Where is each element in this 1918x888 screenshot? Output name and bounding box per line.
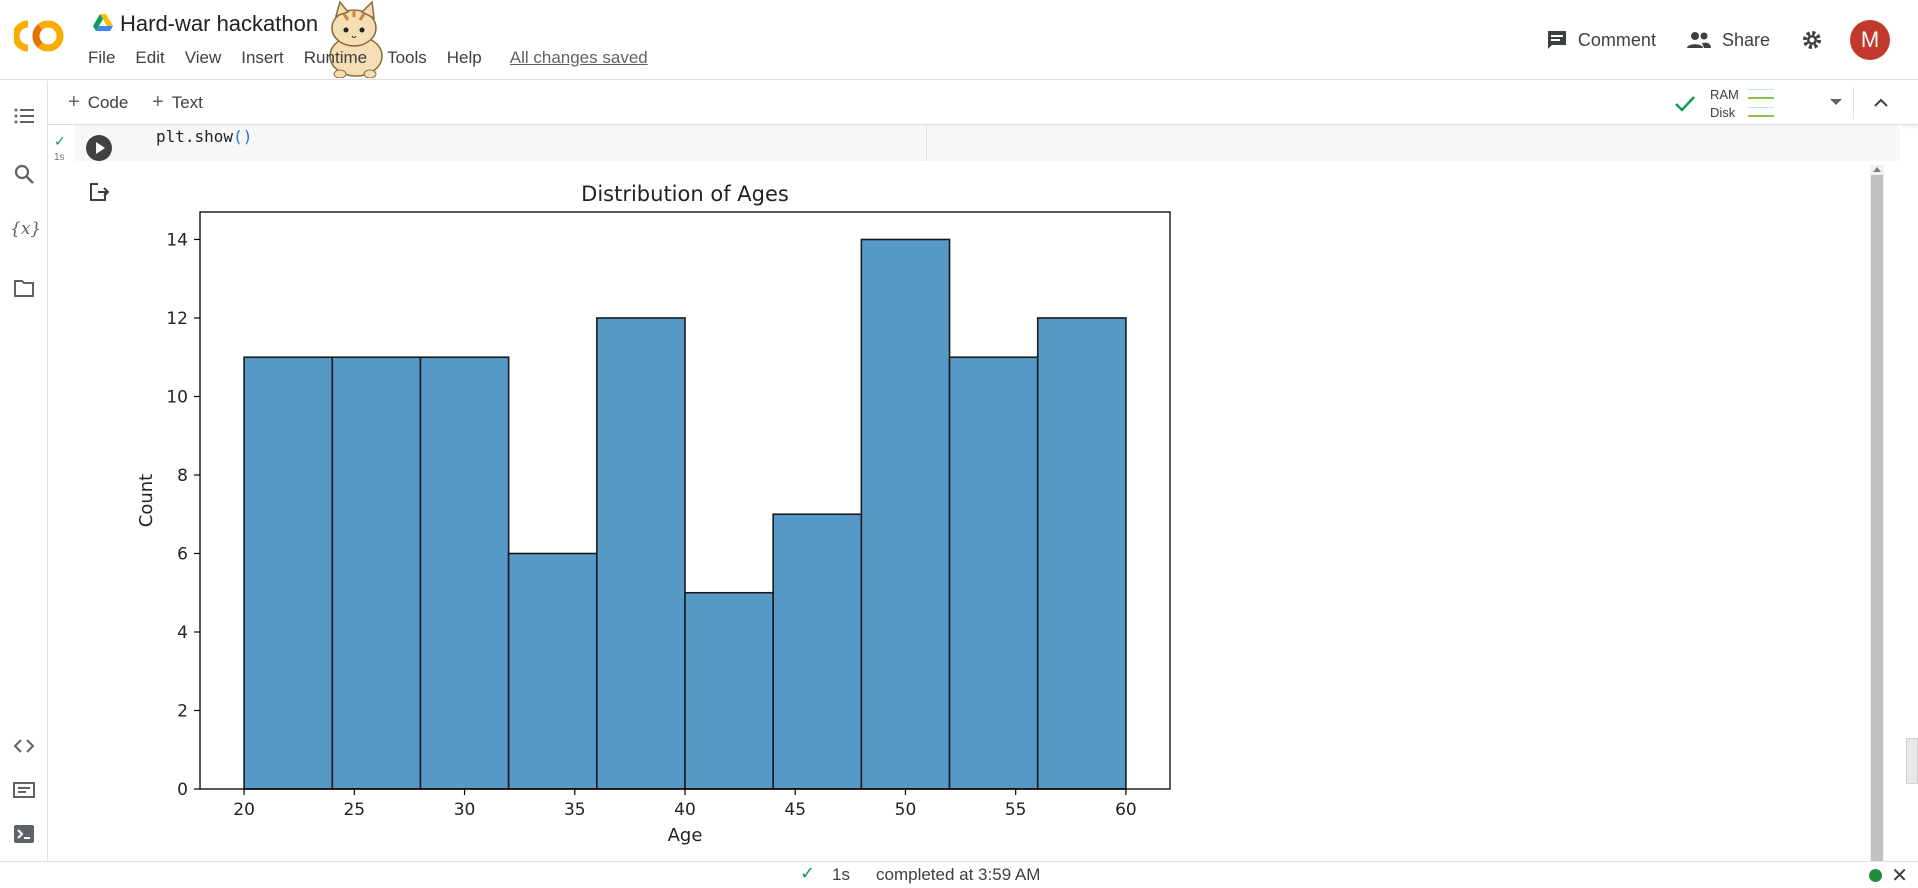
comment-button[interactable]: Comment bbox=[1546, 29, 1656, 51]
share-label: Share bbox=[1721, 29, 1770, 50]
menu-help[interactable]: Help bbox=[446, 48, 482, 67]
status-completed-text: completed at 3:59 AM bbox=[876, 865, 1041, 884]
menu-bar: File Edit View Insert Runtime Tools Help… bbox=[88, 48, 668, 68]
code-snippets-icon[interactable] bbox=[13, 735, 35, 757]
close-status-icon[interactable]: ✕ bbox=[1891, 865, 1908, 887]
plus-icon: + bbox=[152, 91, 164, 113]
menu-file[interactable]: File bbox=[88, 48, 116, 67]
x-tick-label: 60 bbox=[1115, 800, 1137, 820]
cat-mascot-icon bbox=[329, 0, 383, 78]
chart-title: Distribution of Ages bbox=[581, 182, 789, 206]
notebook-toolbar: + Code + Text RAM Disk bbox=[48, 81, 1918, 125]
toolbar-divider bbox=[1853, 87, 1854, 119]
run-cell-button[interactable] bbox=[86, 135, 112, 161]
page-scrollbar-thumb[interactable] bbox=[1906, 738, 1918, 784]
histogram-bar bbox=[331, 356, 422, 790]
ram-label: RAM bbox=[1710, 87, 1739, 102]
connected-check-icon bbox=[1675, 96, 1695, 112]
status-duration: 1s bbox=[832, 865, 850, 884]
menu-runtime[interactable]: Runtime bbox=[303, 48, 368, 67]
menu-tools[interactable]: Tools bbox=[387, 48, 427, 67]
terminal-icon[interactable] bbox=[13, 823, 35, 845]
notebook-title[interactable]: Hard-war hackathon bbox=[120, 11, 319, 36]
x-tick-label: 45 bbox=[784, 800, 806, 820]
y-tick-label: 0 bbox=[177, 780, 188, 800]
menu-edit[interactable]: Edit bbox=[135, 48, 165, 67]
y-tick-label: 10 bbox=[166, 387, 188, 407]
google-drive-icon bbox=[93, 14, 113, 31]
colab-logo[interactable] bbox=[14, 18, 70, 54]
header-actions: Comment Share M bbox=[1546, 18, 1918, 62]
x-tick-label: 25 bbox=[343, 800, 365, 820]
code-parens: () bbox=[233, 127, 253, 146]
plus-icon: + bbox=[68, 91, 80, 113]
x-tick-label: 35 bbox=[564, 800, 586, 820]
table-of-contents-icon[interactable] bbox=[13, 105, 35, 127]
x-tick-label: 20 bbox=[233, 800, 255, 820]
x-tick-label: 40 bbox=[674, 800, 696, 820]
people-icon bbox=[1686, 32, 1711, 48]
add-code-label: Code bbox=[87, 93, 129, 112]
scroll-up-icon[interactable] bbox=[1873, 167, 1881, 172]
app-header: Hard-war hackathon File Edit View Insert… bbox=[0, 0, 1918, 80]
histogram-bar bbox=[948, 356, 1039, 790]
output-scrollbar[interactable] bbox=[1870, 165, 1884, 861]
histogram-bar bbox=[419, 356, 510, 790]
resource-dropdown-icon[interactable] bbox=[1830, 99, 1842, 105]
y-tick-label: 4 bbox=[177, 623, 188, 643]
output-actions-icon[interactable] bbox=[88, 181, 110, 203]
x-axis-label: Age bbox=[668, 825, 703, 846]
menu-view[interactable]: View bbox=[184, 48, 222, 67]
search-icon[interactable] bbox=[13, 163, 35, 185]
histogram-bar bbox=[507, 552, 598, 790]
code-line[interactable]: plt.show() bbox=[156, 127, 252, 146]
variables-icon[interactable]: {x} bbox=[10, 219, 42, 239]
folder-icon[interactable] bbox=[13, 277, 35, 299]
age-histogram-chart: 20 25 30 35 40 45 50 55 60 0 2 4 6 8 10 12 14 Distributio… bbox=[136, 182, 1171, 846]
x-tick-label: 55 bbox=[1005, 800, 1027, 820]
editor-divider bbox=[926, 125, 927, 161]
disk-bar bbox=[1748, 107, 1774, 117]
command-palette-icon[interactable] bbox=[13, 779, 35, 801]
y-tick-label: 6 bbox=[177, 544, 188, 564]
comment-label: Comment bbox=[1577, 29, 1656, 50]
y-tick-label: 8 bbox=[177, 466, 188, 486]
status-check-icon: ✓ bbox=[800, 863, 816, 883]
histogram-bar bbox=[860, 238, 951, 790]
execution-time: 1s bbox=[54, 152, 65, 163]
left-sidebar: {x} bbox=[0, 81, 48, 861]
scrollbar-thumb[interactable] bbox=[1871, 175, 1883, 861]
gear-icon[interactable] bbox=[1800, 28, 1824, 52]
histogram-bar bbox=[1036, 317, 1127, 790]
comment-icon bbox=[1547, 31, 1566, 49]
histogram-bar bbox=[772, 513, 863, 790]
ram-bar bbox=[1748, 89, 1774, 99]
y-axis-label: Count bbox=[136, 474, 157, 527]
x-tick-label: 30 bbox=[454, 800, 476, 820]
x-tick-label: 50 bbox=[895, 800, 917, 820]
disk-label: Disk bbox=[1710, 105, 1736, 120]
save-status-link[interactable]: All changes saved bbox=[509, 48, 648, 67]
share-button[interactable]: Share bbox=[1686, 30, 1770, 51]
histogram-bar bbox=[684, 591, 774, 790]
code-editor[interactable]: plt.show() bbox=[74, 125, 1900, 161]
add-code-button[interactable]: + Code bbox=[68, 91, 128, 114]
menu-insert[interactable]: Insert bbox=[241, 48, 284, 67]
y-tick-label: 2 bbox=[177, 701, 188, 721]
code-function: plt.show bbox=[156, 127, 234, 146]
status-bar: ✓ 1s completed at 3:59 AM ✕ bbox=[0, 861, 1918, 887]
resource-monitor[interactable]: RAM Disk bbox=[1674, 85, 1824, 121]
add-text-button[interactable]: + Text bbox=[152, 91, 203, 114]
chevron-up-icon[interactable] bbox=[1872, 94, 1890, 112]
add-text-label: Text bbox=[171, 93, 203, 112]
account-avatar[interactable]: M bbox=[1850, 20, 1890, 60]
histogram-bar bbox=[596, 317, 686, 790]
y-tick-label: 14 bbox=[166, 230, 188, 250]
y-tick-label: 12 bbox=[166, 309, 188, 329]
histogram-bar bbox=[243, 356, 334, 790]
executed-check-icon: ✓ bbox=[54, 133, 66, 149]
connection-status-icon bbox=[1869, 869, 1882, 882]
